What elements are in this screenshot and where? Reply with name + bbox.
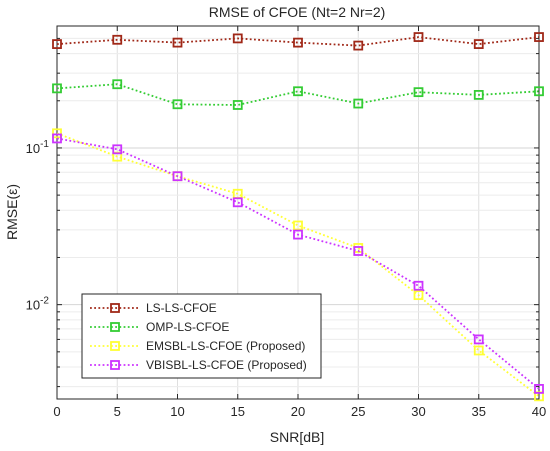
legend-marker [110,303,120,313]
data-point-marker [293,86,303,97]
series-layer [52,32,544,402]
series-2 [52,79,544,110]
data-point-marker [353,40,364,51]
axis-ticks: 0 5 10 15 20 25 30 35 40 10-1 10-2 [26,26,546,419]
data-point-marker [353,98,364,109]
data-point-marker [52,83,62,94]
data-point-marker [413,290,424,301]
data-point-marker [413,280,424,291]
legend-label: EMSBL-LS-CFOE (Proposed) [146,339,305,353]
x-tick-label: 35 [472,404,486,419]
y-tick-label: 10-1 [26,139,50,156]
legend: LS-LS-CFOE OMP-LS-CFOE EMSBL-LS-CFOE (Prop… [81,293,322,379]
data-point-marker [473,90,484,100]
legend-marker [110,341,120,351]
x-axis-title: SNR[dB] [270,429,324,445]
x-tick-label: 30 [411,404,425,419]
series-line [56,137,540,390]
series-line [56,132,540,398]
series-line [56,36,540,47]
data-point-marker [52,133,62,144]
data-point-marker [232,33,243,44]
data-point-marker [232,197,243,208]
x-tick-label: 0 [53,404,60,419]
legend-entry: OMP-LS-CFOE [90,320,229,334]
data-point-marker [473,345,484,356]
chart-title: RMSE of CFOE (Nt=2 Nr=2) [209,4,386,20]
legend-marker [110,360,120,370]
data-point-marker [293,37,303,48]
y-axis-title: RMSE(ε) [4,184,20,240]
data-point-marker [232,100,243,110]
data-point-marker [353,246,364,256]
legend-label: OMP-LS-CFOE [146,320,229,334]
data-point-marker [534,32,544,42]
data-point-marker [293,220,303,231]
legend-label: VBISBL-LS-CFOE (Proposed) [146,358,307,372]
legend-entry: VBISBL-LS-CFOE (Proposed) [90,358,307,372]
legend-box [81,293,322,379]
x-tick-label: 20 [291,404,305,419]
data-point-marker [172,99,183,110]
data-point-marker [52,128,62,139]
data-point-marker [534,86,544,97]
data-point-marker [52,39,62,49]
data-point-marker [413,87,424,98]
data-point-marker [473,39,484,49]
data-point-marker [112,144,123,155]
data-point-marker [112,79,123,90]
legend-marker [110,322,120,332]
legend-entry: EMSBL-LS-CFOE (Proposed) [90,339,305,353]
data-point-marker [293,229,303,240]
x-tick-label: 10 [170,404,184,419]
series-line [56,83,540,106]
legend-entry: LS-LS-CFOE [90,301,217,315]
data-point-marker [172,171,183,182]
x-tick-label: 40 [532,404,546,419]
data-point-marker [413,32,424,42]
y-tick-label: 10-2 [26,296,50,313]
data-point-marker [534,383,544,394]
data-point-marker [172,37,183,48]
data-point-marker [112,34,123,45]
x-tick-label: 5 [114,404,121,419]
series-4 [52,133,544,394]
x-tick-label: 15 [231,404,245,419]
series-1 [52,32,544,51]
legend-label: LS-LS-CFOE [146,301,217,315]
x-tick-label: 25 [351,404,365,419]
data-point-marker [473,334,484,345]
